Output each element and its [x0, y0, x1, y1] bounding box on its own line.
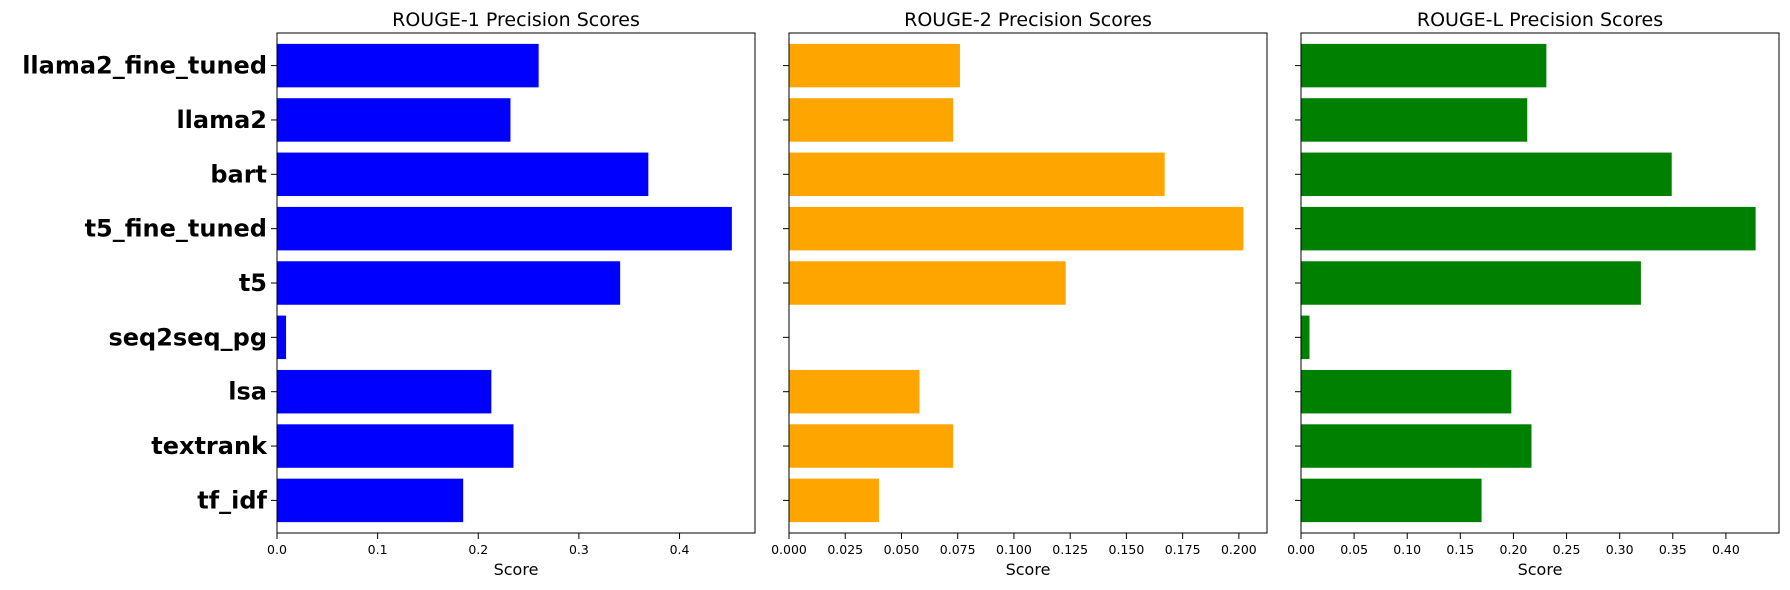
chart-title: ROUGE-L Precision Scores — [1417, 9, 1663, 31]
bar-t5_fine_tuned — [789, 206, 1244, 251]
bar-textrank — [1301, 424, 1532, 468]
bar-t5_fine_tuned — [1301, 206, 1756, 251]
bar-llama2_fine_tuned — [1301, 43, 1547, 88]
x-tick-label: 0.025 — [827, 542, 863, 557]
x-tick-label: 0.2 — [468, 542, 488, 557]
y-tick-label-llama2: llama2 — [176, 106, 267, 134]
bar-bart — [789, 152, 1165, 197]
bar-textrank — [789, 424, 954, 468]
x-axis-label: Score — [1518, 560, 1563, 579]
y-tick-label-tf_idf: tf_idf — [197, 486, 267, 514]
chart-panel-1: ROUGE-1 Precision Scores llama2_fine_tune… — [22, 9, 756, 579]
y-tick-label-textrank: textrank — [151, 432, 268, 460]
x-tick-label: 0.100 — [996, 542, 1032, 557]
bar-lsa — [277, 369, 492, 414]
x-tick-label: 0.10 — [1393, 542, 1421, 557]
x-tick-label: 0.25 — [1553, 542, 1581, 557]
bar-tf_idf — [1301, 478, 1482, 523]
y-tick-label-bart: bart — [210, 160, 267, 188]
y-tick-label-t5_fine_tuned: t5_fine_tuned — [85, 215, 267, 243]
bar-llama2 — [1301, 98, 1528, 142]
bar-t5 — [1301, 261, 1641, 305]
x-tick-label: 0.30 — [1606, 542, 1634, 557]
x-tick-label: 0.0 — [267, 542, 287, 557]
x-tick-label: 0.150 — [1109, 542, 1145, 557]
y-tick-label-llama2_fine_tuned: llama2_fine_tuned — [22, 52, 267, 80]
x-tick-label: 0.20 — [1500, 542, 1528, 557]
x-axis-label: Score — [1006, 560, 1051, 579]
bar-t5 — [277, 261, 621, 305]
x-tick-label: 0.200 — [1221, 542, 1257, 557]
x-tick-label: 0.4 — [670, 542, 690, 557]
x-tick-label: 0.05 — [1340, 542, 1368, 557]
bar-llama2 — [789, 98, 954, 142]
bar-tf_idf — [277, 478, 464, 523]
y-tick-label-seq2seq_pg: seq2seq_pg — [108, 323, 267, 351]
bar-llama2 — [277, 98, 511, 142]
x-tick-label: 0.40 — [1712, 542, 1740, 557]
x-tick-label: 0.1 — [368, 542, 388, 557]
x-tick-label: 0.175 — [1165, 542, 1201, 557]
y-tick-label-lsa: lsa — [228, 378, 267, 406]
x-tick-label: 0.15 — [1446, 542, 1474, 557]
chart-title: ROUGE-2 Precision Scores — [904, 9, 1152, 31]
chart-panel-2: ROUGE-2 Precision Scores 0.000 0.025 0.050 0… — [771, 9, 1268, 579]
chart-title: ROUGE-1 Precision Scores — [392, 9, 640, 31]
bar-textrank — [277, 424, 514, 468]
bar-llama2_fine_tuned — [789, 43, 960, 88]
bar-t5 — [789, 261, 1066, 305]
bar-lsa — [1301, 369, 1512, 414]
bar-bart — [1301, 152, 1672, 197]
x-tick-label: 0.125 — [1052, 542, 1088, 557]
axes-frame — [788, 32, 1268, 534]
x-tick-label: 0.00 — [1287, 542, 1315, 557]
axes-frame — [276, 32, 756, 534]
axes-frame — [1300, 32, 1780, 534]
bar-bart — [277, 152, 649, 197]
x-tick-label: 0.3 — [569, 542, 589, 557]
x-tick-label: 0.050 — [884, 542, 920, 557]
bar-tf_idf — [789, 478, 879, 523]
bar-llama2_fine_tuned — [277, 43, 539, 88]
x-tick-label: 0.35 — [1659, 542, 1687, 557]
bar-lsa — [789, 369, 920, 414]
bar-t5_fine_tuned — [277, 206, 732, 251]
y-tick-label-t5: t5 — [239, 269, 267, 297]
bar-seq2seq_pg — [1301, 315, 1310, 360]
x-tick-label: 0.000 — [771, 542, 807, 557]
x-tick-label: 0.075 — [940, 542, 976, 557]
chart-panel-3: ROUGE-L Precision Scores 0.00 0.05 0.10 0.15… — [1287, 9, 1780, 579]
x-axis-label: Score — [494, 560, 539, 579]
bar-seq2seq_pg — [277, 315, 287, 360]
